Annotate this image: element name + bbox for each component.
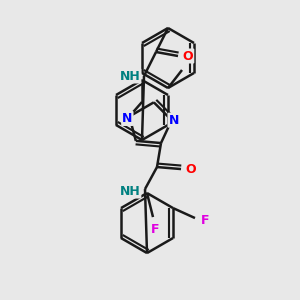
Text: F: F: [201, 214, 209, 226]
Text: N: N: [169, 114, 179, 127]
Text: NH: NH: [120, 184, 140, 198]
Text: O: O: [186, 163, 196, 176]
Text: F: F: [151, 223, 159, 236]
Text: O: O: [183, 50, 193, 62]
Text: NH: NH: [120, 70, 140, 83]
Text: N: N: [122, 112, 133, 125]
